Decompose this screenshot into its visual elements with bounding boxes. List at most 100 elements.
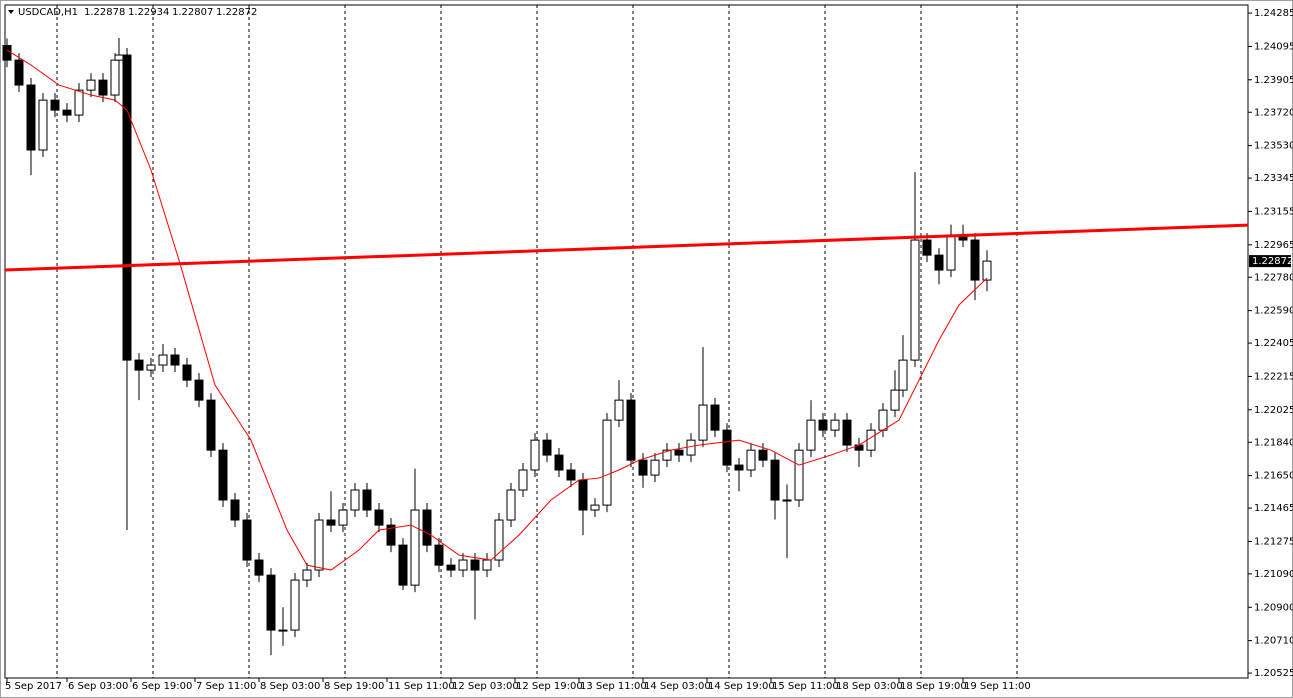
- candle-body: [86, 79, 96, 91]
- candle-body: [698, 404, 708, 441]
- y-tick-label: 1.22405: [1254, 338, 1293, 349]
- candle-body: [110, 59, 120, 96]
- candle-body: [934, 254, 944, 271]
- candle-body: [218, 449, 228, 501]
- candle-body: [458, 559, 468, 571]
- candle-body: [470, 559, 480, 571]
- candle-body: [722, 429, 732, 466]
- y-tick-label: 1.23345: [1254, 173, 1293, 184]
- y-tick-label: 1.22965: [1254, 240, 1293, 251]
- plot-area: [2, 5, 1249, 678]
- candle-body: [122, 54, 132, 361]
- candle-body: [910, 239, 920, 361]
- candle-body: [818, 419, 828, 431]
- candle-body: [434, 544, 444, 566]
- candle-body: [230, 499, 240, 521]
- last-price-box: [1249, 255, 1291, 268]
- candle-body: [386, 524, 396, 546]
- x-tick-label: 13 Sep 11:00: [580, 681, 647, 692]
- y-tick-label: 1.21090: [1254, 569, 1293, 580]
- candle-body: [758, 449, 768, 461]
- candle-body: [890, 389, 900, 411]
- x-tick-label: 19 Sep 11:00: [964, 681, 1031, 692]
- candle-body: [134, 359, 144, 371]
- candle-body: [446, 564, 456, 571]
- candle-body: [782, 499, 792, 502]
- y-tick-label: 1.21650: [1254, 471, 1293, 482]
- menu-arrow[interactable]: [8, 10, 14, 14]
- y-tick-label: 1.23905: [1254, 75, 1293, 86]
- y-tick-label: 1.22215: [1254, 371, 1293, 382]
- candle-body: [422, 509, 432, 546]
- candle-body: [650, 459, 660, 476]
- candle-body: [842, 419, 852, 446]
- candle-body: [734, 464, 744, 471]
- candle-body: [614, 399, 624, 421]
- x-tick-label: 14 Sep 03:00: [644, 681, 711, 692]
- y-tick-label: 1.23720: [1254, 107, 1293, 118]
- x-tick-label: 11 Sep 11:00: [388, 681, 455, 692]
- candle-body: [530, 439, 540, 471]
- candle-body: [482, 559, 492, 571]
- candle-body: [674, 449, 684, 456]
- candle-body: [602, 419, 612, 506]
- candle-body: [506, 489, 516, 521]
- y-tick-label: 1.22780: [1254, 272, 1293, 283]
- candle-body: [266, 574, 276, 631]
- candle-body: [14, 59, 24, 86]
- x-tick-label: 7 Sep 11:00: [196, 681, 256, 692]
- symbol: USDCAD,H1: [18, 7, 78, 18]
- candle-body: [590, 504, 600, 511]
- candle-body: [278, 629, 288, 632]
- x-tick-label: 18 Sep 03:00: [836, 681, 903, 692]
- y-tick-label: 1.20900: [1254, 602, 1293, 613]
- candle-body: [982, 260, 992, 281]
- y-tick-label: 1.22590: [1254, 306, 1293, 317]
- x-tick-label: 18 Sep 19:00: [900, 681, 967, 692]
- candle-body: [50, 99, 60, 111]
- x-tick-label: 8 Sep 19:00: [324, 681, 384, 692]
- x-tick-label: 14 Sep 19:00: [708, 681, 775, 692]
- candle-body: [350, 489, 360, 511]
- candle-body: [254, 559, 264, 576]
- y-tick-label: 1.22025: [1254, 405, 1293, 416]
- candle-body: [302, 569, 312, 581]
- candle-body: [518, 469, 528, 491]
- candle-body: [26, 84, 36, 151]
- candle-body: [566, 469, 576, 481]
- candle-body: [38, 99, 48, 151]
- y-tick-label: 1.21465: [1254, 503, 1293, 514]
- candle-body: [2, 45, 12, 61]
- x-tick-label: 6 Sep 19:00: [132, 681, 192, 692]
- candle-body: [806, 419, 816, 451]
- candle-body: [662, 449, 672, 461]
- candle-body: [410, 509, 420, 586]
- candle-body: [362, 489, 372, 511]
- candle-body: [242, 519, 252, 561]
- x-tick-label: 6 Sep 03:00: [68, 681, 128, 692]
- candle-body: [554, 454, 564, 471]
- candle-body: [314, 519, 324, 571]
- y-tick-label: 1.24285: [1254, 8, 1293, 19]
- candle-body: [830, 419, 840, 431]
- candle-body: [626, 399, 636, 461]
- trend-line: [4, 223, 1249, 272]
- candle-body: [290, 579, 300, 631]
- candle-body: [338, 509, 348, 526]
- candle-body: [182, 364, 192, 381]
- candle-body: [398, 544, 408, 586]
- y-tick-label: 1.23530: [1254, 141, 1293, 152]
- candle-body: [638, 459, 648, 476]
- y-tick-label: 1.24095: [1254, 41, 1293, 52]
- candle-body: [686, 439, 696, 456]
- ohlc-low: 1.22807: [172, 7, 213, 18]
- candle-body: [194, 379, 204, 401]
- candle-body: [62, 109, 72, 116]
- candle-body: [146, 364, 156, 371]
- y-tick-label: 1.21275: [1254, 536, 1293, 547]
- candle-body: [746, 449, 756, 471]
- candle-body: [878, 409, 888, 431]
- x-tick-label: 12 Sep 03:00: [452, 681, 519, 692]
- candle-body: [542, 439, 552, 456]
